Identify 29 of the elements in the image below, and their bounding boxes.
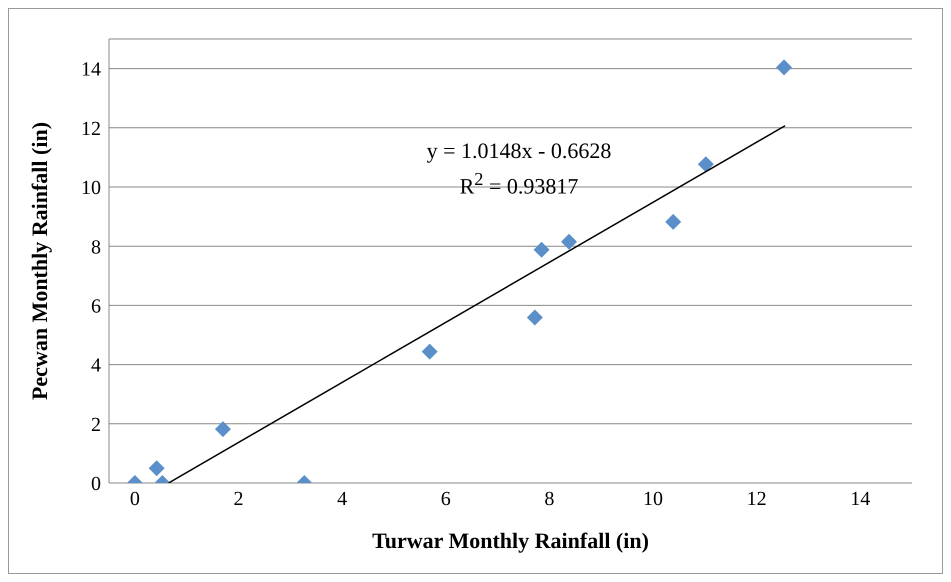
annotation: y = 1.0148x - 0.6628 xyxy=(426,137,612,165)
annotation: R$^{2}$ = 0.93817 xyxy=(458,168,580,200)
point xyxy=(148,460,165,476)
y-tick-label: 8 xyxy=(91,236,101,258)
point xyxy=(665,214,682,230)
y-tick-label: 4 xyxy=(91,354,101,377)
x-tick-label: 10 xyxy=(642,488,663,510)
x-tick-label: 4 xyxy=(337,488,348,510)
x-tick-label: 12 xyxy=(746,488,767,510)
x-axis-title: Turwar Monthly Rainfall (in) xyxy=(372,528,649,553)
point xyxy=(561,234,578,250)
point xyxy=(534,242,550,258)
y-tick-label: 14 xyxy=(81,58,101,81)
x-tick-label: 14 xyxy=(850,488,870,510)
y-tick-label: 2 xyxy=(91,414,101,436)
y-tick-label: 0 xyxy=(91,473,101,496)
x-tick-label: 0 xyxy=(130,488,140,510)
y-tick-label: 10 xyxy=(81,177,101,200)
y-tick-label: 12 xyxy=(81,118,101,140)
y-axis-title: Pecwan Monthly Rainfall (in) xyxy=(26,122,52,400)
point xyxy=(214,421,231,438)
x-tick-label: 8 xyxy=(544,488,554,510)
point xyxy=(776,59,792,76)
point xyxy=(526,310,543,326)
point xyxy=(698,156,714,172)
x-tick-label: 6 xyxy=(440,488,451,510)
point xyxy=(422,344,438,360)
y-tick-label: 6 xyxy=(91,296,101,318)
x-tick-label: 2 xyxy=(234,488,244,510)
